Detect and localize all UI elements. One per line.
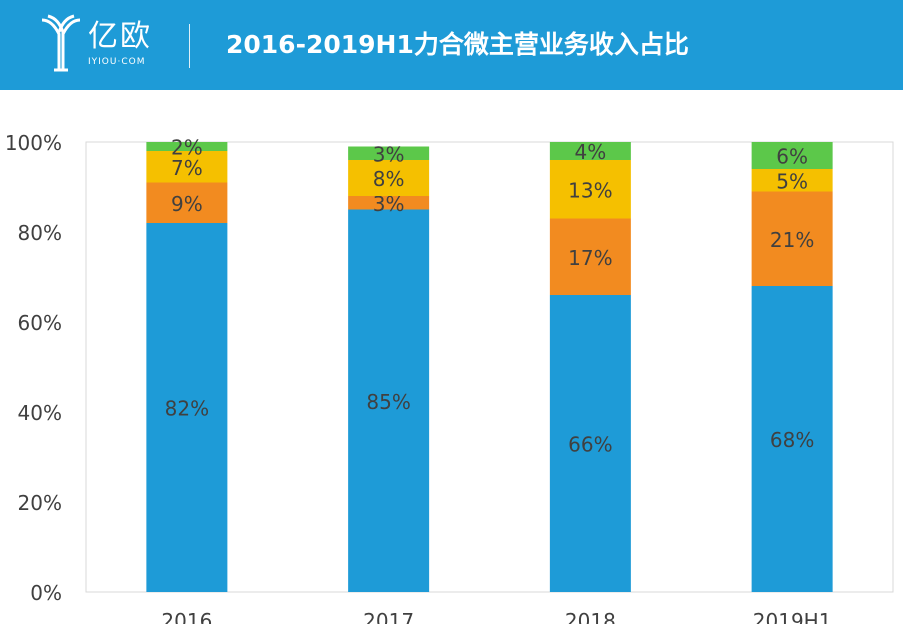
data-label: 82% xyxy=(165,397,209,421)
x-tick-label: 2017 xyxy=(363,609,414,624)
bar-segment xyxy=(348,209,430,592)
y-tick-label: 40% xyxy=(18,401,62,425)
data-label: 9% xyxy=(171,192,203,216)
x-tick-label: 2016 xyxy=(161,609,212,624)
bar-segment xyxy=(146,223,228,592)
data-label: 4% xyxy=(575,140,607,164)
bar-segment xyxy=(348,160,430,196)
header-divider xyxy=(189,24,190,68)
plot-border xyxy=(85,141,894,593)
y-tick-label: 20% xyxy=(18,491,62,515)
iyiou-logo: 亿欧 IYIOU·COM xyxy=(38,14,162,74)
bar-segment xyxy=(146,151,228,183)
y-tick-label: 80% xyxy=(18,221,62,245)
bar-segment xyxy=(549,218,631,295)
data-label: 85% xyxy=(366,390,410,414)
y-tick-label: 100% xyxy=(5,131,62,155)
y-tick-label: 60% xyxy=(18,311,62,335)
x-axis: 2016 2017 2018 2019H1 xyxy=(161,609,831,624)
data-label: 6% xyxy=(776,145,808,169)
logo-subtext: IYIOU·COM xyxy=(88,57,146,67)
header-banner: 亿欧 IYIOU·COM 2016-2019H1力合微主营业务收入占比 xyxy=(0,0,903,90)
y-axis: 0% 20% 40% 60% 80% 100% xyxy=(5,131,62,605)
data-label: 5% xyxy=(776,169,808,193)
y-tick-label: 0% xyxy=(30,581,62,605)
bar-segment xyxy=(146,182,228,223)
data-label: 13% xyxy=(568,178,612,202)
data-label: 2% xyxy=(171,136,203,160)
data-label: 17% xyxy=(568,246,612,270)
bar-segment xyxy=(751,142,833,169)
stacked-bar-chart: 0%20%40%60%80%100% 82%9%7%2%85%3%8%3%66%… xyxy=(5,131,894,624)
bar-segment xyxy=(549,142,631,160)
bar-segment xyxy=(751,286,833,592)
page-title: 2016-2019H1力合微主营业务收入占比 xyxy=(226,30,689,59)
plot-frame xyxy=(85,141,894,593)
bar-segment xyxy=(549,295,631,592)
data-label: 21% xyxy=(770,228,814,252)
bar-segment xyxy=(751,169,833,192)
data-label: 3% xyxy=(373,142,405,166)
bar-segment xyxy=(751,191,833,286)
x-tick-label: 2019H1 xyxy=(753,609,832,624)
bar-segment xyxy=(348,196,430,210)
data-label: 66% xyxy=(568,433,612,457)
x-tick-label: 2018 xyxy=(565,609,616,624)
data-label: 68% xyxy=(770,428,814,452)
data-label: 8% xyxy=(373,167,405,191)
data-label: 7% xyxy=(171,156,203,180)
bar-segment xyxy=(348,146,430,160)
bar-segment xyxy=(146,142,228,151)
bar-segment xyxy=(549,160,631,219)
iyiou-logo-icon xyxy=(41,14,81,72)
bars-group: 82%9%7%2%85%3%8%3%66%17%13%4%68%21%5%6% xyxy=(146,136,833,592)
logo-text: 亿欧 xyxy=(88,19,152,54)
